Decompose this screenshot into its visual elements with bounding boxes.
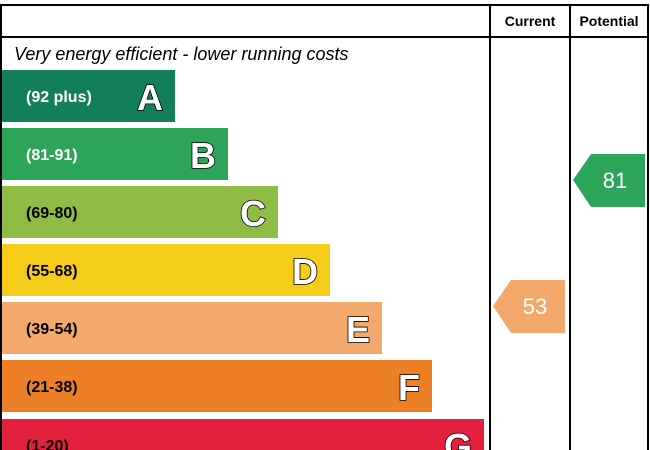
- chart-frame: [0, 4, 649, 450]
- top-caption: Very energy efficient - lower running co…: [14, 44, 349, 64]
- band-c: (69-80) C: [2, 186, 278, 238]
- band-range: (69-80): [26, 205, 78, 222]
- current-rating-value: 53: [523, 294, 547, 319]
- band-letter: F: [398, 367, 420, 408]
- current-rating-arrow: 53: [493, 280, 565, 333]
- band-bar: [2, 302, 382, 354]
- band-letter: C: [240, 193, 266, 234]
- band-letter: G: [444, 426, 472, 450]
- header-potential: Potential: [579, 13, 638, 29]
- band-d: (55-68) D: [2, 244, 330, 296]
- current-arrow-shape: [493, 280, 565, 333]
- band-range: (92 plus): [26, 89, 92, 106]
- band-range: (21-38): [26, 379, 78, 396]
- potential-rating-value: 81: [603, 168, 627, 193]
- band-letter: D: [292, 251, 318, 292]
- band-letter: E: [346, 309, 370, 350]
- band-letter: A: [137, 77, 163, 118]
- band-bar: [2, 186, 278, 238]
- band-range: (81-91): [26, 147, 78, 164]
- band-bar: [2, 128, 228, 180]
- band-bar: [2, 70, 175, 122]
- band-bar: [2, 360, 432, 412]
- band-range: (55-68): [26, 263, 78, 280]
- band-g: (1-20) G: [2, 419, 484, 450]
- band-e: (39-54) E: [2, 302, 382, 354]
- band-range: (1-20): [26, 438, 69, 450]
- band-b: (81-91) B: [2, 128, 228, 180]
- potential-arrow-shape: [573, 154, 645, 207]
- potential-rating-arrow: 81: [573, 154, 645, 207]
- band-bar: [2, 419, 484, 450]
- band-f: (21-38) F: [2, 360, 432, 412]
- band-range: (39-54): [26, 321, 78, 338]
- band-letter: B: [190, 135, 216, 176]
- header-current: Current: [505, 13, 556, 29]
- band-bar: [2, 244, 330, 296]
- band-a: (92 plus) A: [2, 70, 175, 122]
